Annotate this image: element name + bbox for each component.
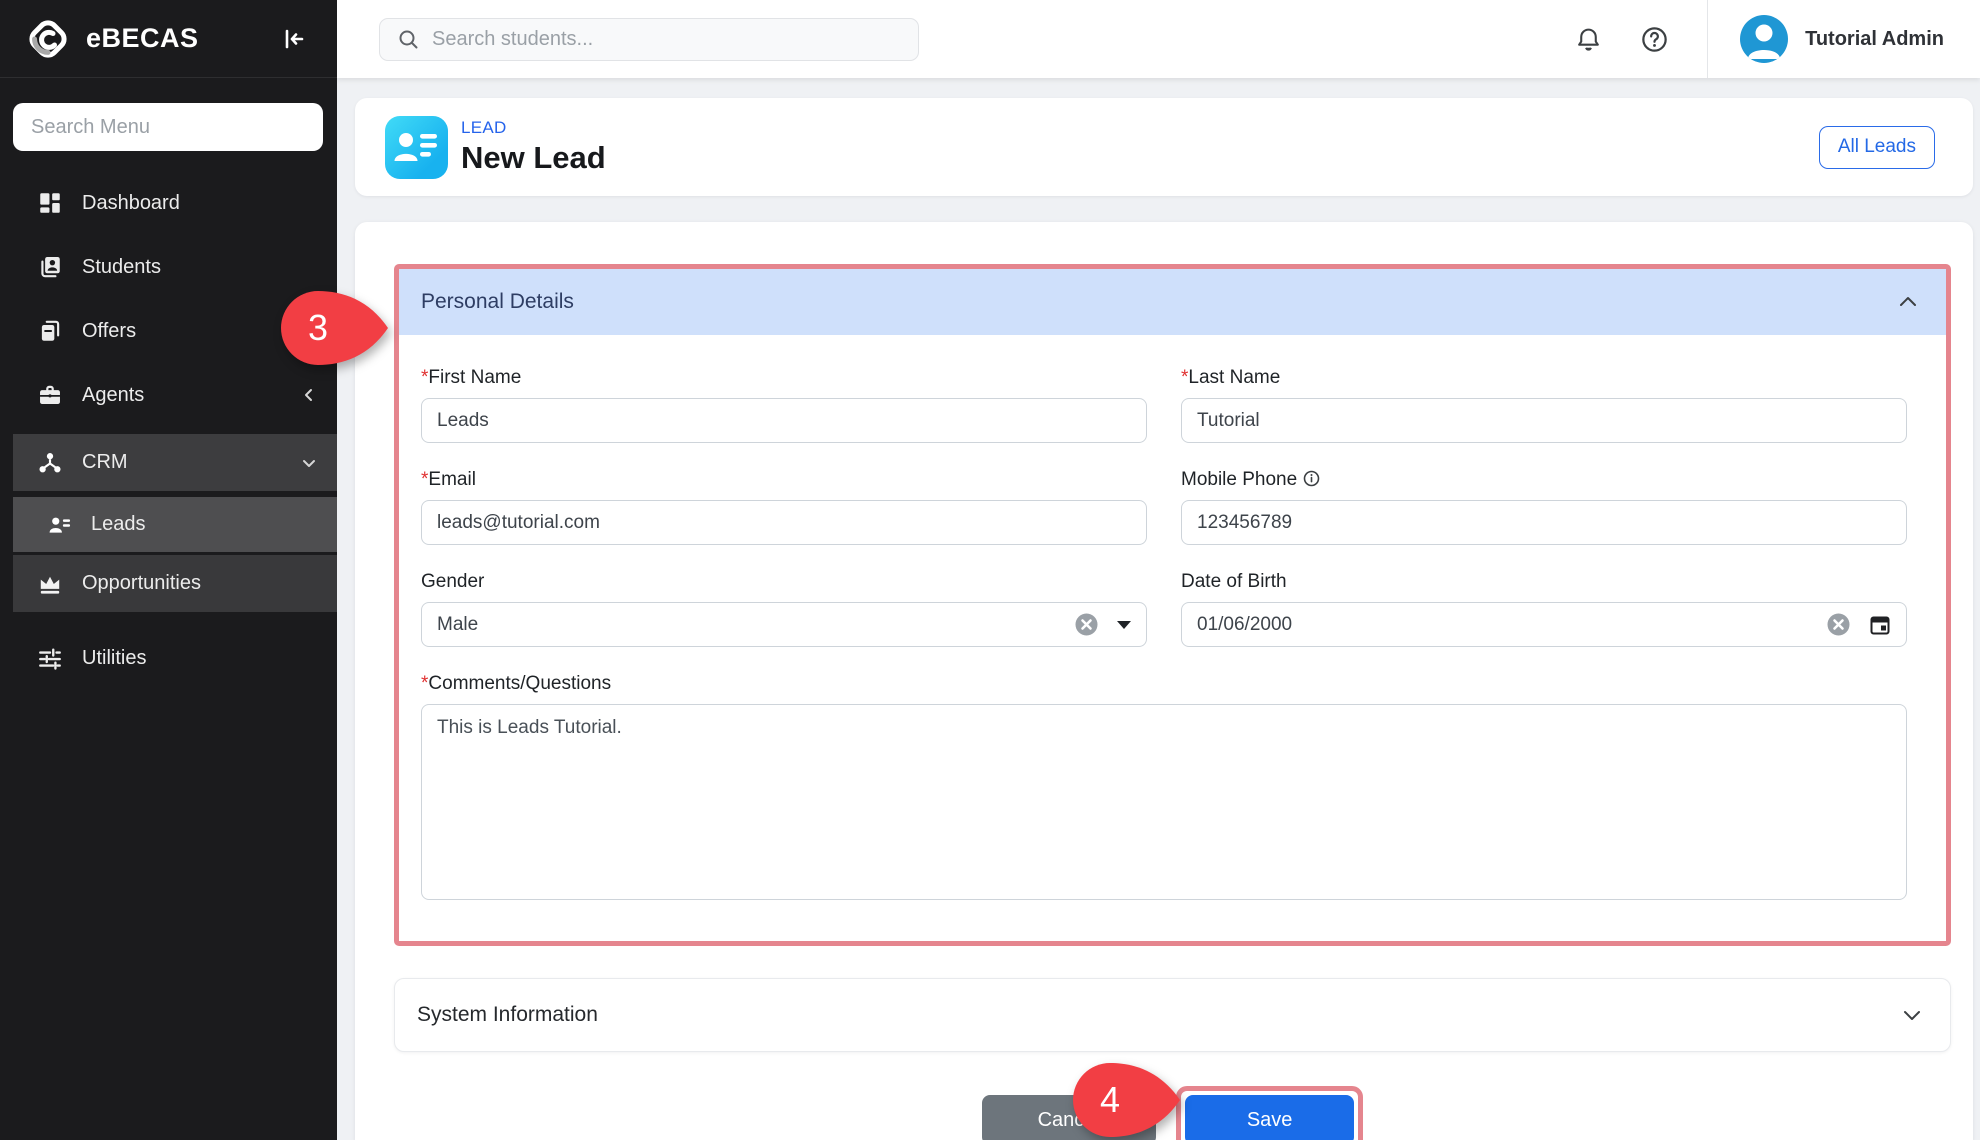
agents-icon <box>37 382 63 408</box>
leads-icon <box>46 512 72 538</box>
avatar <box>1740 15 1789 63</box>
lead-form-card: Personal Details *First Name *Last Name <box>355 222 1973 1140</box>
students-icon <box>37 254 63 280</box>
student-search <box>379 17 919 61</box>
section-title: Personal Details <box>421 290 574 313</box>
gender-select[interactable]: Male <box>421 602 1147 647</box>
last-name-label: *Last Name <box>1181 367 1281 388</box>
gender-label: Gender <box>421 571 485 592</box>
cancel-button[interactable]: Cancel <box>981 1095 1156 1140</box>
page-eyebrow: LEAD <box>461 118 507 137</box>
sidebar-item-agents[interactable]: Agents <box>0 363 337 427</box>
offers-icon <box>37 318 63 344</box>
calendar-icon[interactable] <box>1869 614 1891 636</box>
brand-name: eBECAS <box>86 23 199 53</box>
info-icon <box>1303 470 1320 487</box>
page-title: New Lead <box>461 140 606 175</box>
collapse-sidebar-icon[interactable] <box>279 25 307 53</box>
bell-icon[interactable] <box>1565 16 1611 62</box>
first-name-field: *First Name <box>421 367 1147 443</box>
sidebar-item-label: Offers <box>82 319 137 342</box>
opportunities-icon <box>37 571 63 597</box>
personal-details-header[interactable]: Personal Details <box>399 269 1946 335</box>
search-icon <box>396 27 420 51</box>
user-name: Tutorial Admin <box>1805 27 1944 50</box>
email-field: *Email <box>421 469 1147 545</box>
comments-label: *Comments/Questions <box>421 673 612 694</box>
clear-icon[interactable] <box>1074 612 1099 637</box>
date-of-birth-input[interactable]: 01/06/2000 <box>1181 602 1907 647</box>
sidebar-item-label: CRM <box>82 451 128 473</box>
user-menu[interactable]: Tutorial Admin <box>1708 15 1944 63</box>
utilities-icon <box>37 645 63 671</box>
required-marker: * <box>421 469 429 490</box>
personal-details-highlight: Personal Details *First Name *Last Name <box>394 264 1951 946</box>
dropdown-caret-icon[interactable] <box>1117 620 1131 629</box>
mobile-phone-label: Mobile Phone <box>1181 469 1907 491</box>
sidebar-search <box>13 103 323 151</box>
system-information-header[interactable]: System Information <box>394 978 1951 1052</box>
brand: eBECAS <box>24 15 279 63</box>
sidebar-item-offers[interactable]: Offers <box>0 299 337 363</box>
email-input[interactable] <box>421 500 1147 545</box>
sidebar-item-label: Opportunities <box>82 572 201 594</box>
sidebar-item-students[interactable]: Students <box>0 235 337 299</box>
lead-badge-icon <box>385 115 448 179</box>
sidebar-item-crm[interactable]: CRM <box>13 434 337 491</box>
content-area: LEAD New Lead All Leads Personal Details… <box>337 78 1980 1140</box>
clear-icon[interactable] <box>1826 612 1851 637</box>
date-of-birth-field: Date of Birth 01/06/2000 <box>1181 571 1907 647</box>
sidebar-item-label: Dashboard <box>82 191 180 214</box>
ebecas-logo-icon <box>24 15 72 63</box>
section-title: System Information <box>417 1003 598 1026</box>
student-search-input[interactable] <box>432 27 902 51</box>
topbar-divider <box>1707 0 1709 78</box>
crm-icon <box>37 450 63 476</box>
sidebar-item-utilities[interactable]: Utilities <box>0 626 337 690</box>
personal-details-body: *First Name *Last Name *Email Mo <box>399 335 1946 941</box>
sidebar-item-label: Agents <box>82 383 145 406</box>
date-of-birth-label: Date of Birth <box>1181 571 1287 592</box>
required-marker: * <box>421 367 429 388</box>
required-marker: * <box>421 673 429 694</box>
mobile-phone-field: Mobile Phone <box>1181 469 1907 545</box>
last-name-field: *Last Name <box>1181 367 1907 443</box>
gender-value: Male <box>437 613 479 635</box>
chevron-left-icon <box>301 387 317 403</box>
first-name-input[interactable] <box>421 398 1147 443</box>
mobile-phone-input[interactable] <box>1181 500 1907 545</box>
sidebar-item-label: Leads <box>91 513 146 535</box>
sidebar-header: eBECAS <box>0 0 337 78</box>
sidebar-search-input[interactable] <box>13 103 323 151</box>
chevron-up-icon[interactable] <box>1896 290 1920 314</box>
sidebar-item-dashboard[interactable]: Dashboard <box>0 171 337 235</box>
form-actions: Cancel Save <box>394 1086 1951 1140</box>
sidebar-item-opportunities[interactable]: Opportunities <box>13 555 337 612</box>
sidebar: eBECAS Dashboard Students <box>0 0 337 1140</box>
all-leads-button[interactable]: All Leads <box>1818 125 1935 169</box>
comments-field: *Comments/Questions This is Leads Tutori… <box>421 673 1907 905</box>
last-name-input[interactable] <box>1181 398 1907 443</box>
chevron-down-icon <box>301 455 317 471</box>
chevron-down-icon[interactable] <box>1900 1003 1924 1027</box>
help-icon[interactable] <box>1631 16 1677 62</box>
sidebar-item-label: Utilities <box>82 646 147 669</box>
sidebar-item-leads[interactable]: Leads <box>13 497 337 552</box>
topbar: Tutorial Admin <box>337 0 1980 78</box>
save-button[interactable]: Save <box>1184 1095 1355 1140</box>
first-name-label: *First Name <box>421 367 522 388</box>
sidebar-item-label: Students <box>82 255 161 278</box>
date-of-birth-value: 01/06/2000 <box>1197 613 1293 635</box>
main-area: Tutorial Admin LEAD New Lead All Leads <box>337 0 1980 1140</box>
save-button-highlight: Save <box>1175 1086 1364 1140</box>
dashboard-icon <box>37 190 63 216</box>
email-label: *Email <box>421 469 476 490</box>
comments-textarea[interactable]: This is Leads Tutorial. <box>421 704 1907 900</box>
page-header: LEAD New Lead All Leads <box>355 98 1973 196</box>
required-marker: * <box>1181 367 1189 388</box>
gender-field: Gender Male <box>421 571 1147 647</box>
